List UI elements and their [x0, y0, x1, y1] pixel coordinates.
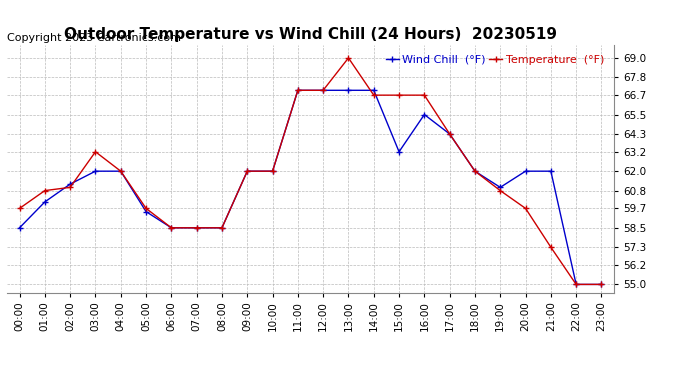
Text: Copyright 2023 Cartronics.com: Copyright 2023 Cartronics.com: [7, 33, 181, 42]
Title: Outdoor Temperature vs Wind Chill (24 Hours)  20230519: Outdoor Temperature vs Wind Chill (24 Ho…: [64, 27, 557, 42]
Legend: Wind Chill  (°F), Temperature  (°F): Wind Chill (°F), Temperature (°F): [381, 51, 609, 69]
